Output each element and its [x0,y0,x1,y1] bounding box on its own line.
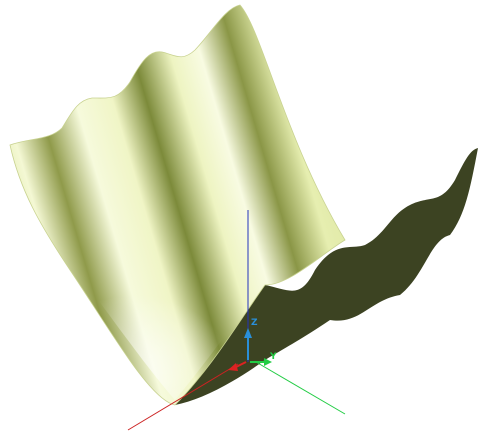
viewer: Z Y (() => { const data = JSON.parse(doc… [0,0,482,436]
z-label: Z [251,318,258,328]
viewport: Z Y [0,0,482,436]
y-label: Y [269,352,277,362]
y-axis [256,362,345,414]
